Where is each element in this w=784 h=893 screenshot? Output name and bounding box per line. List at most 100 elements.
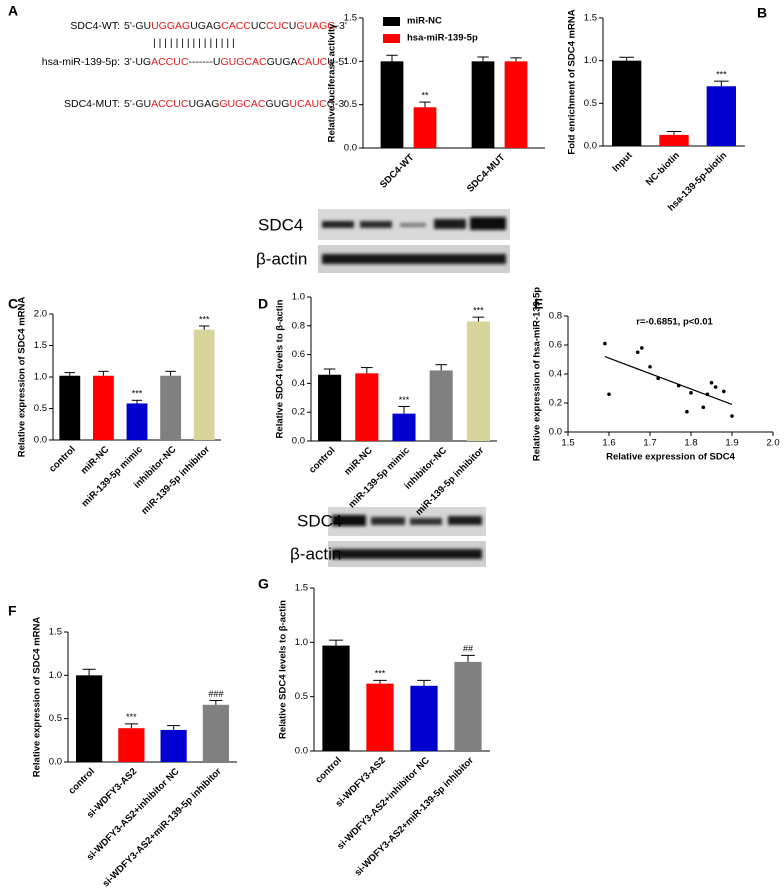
y-axis-title: Fold enrichment of SDC4 mRNA: [567, 9, 578, 154]
sequence-segment: 5'-GU: [124, 20, 151, 32]
y-tick-label: 0.5: [49, 713, 62, 724]
y-axis-title: Relative luciferase activity: [327, 23, 338, 143]
significance: ***: [126, 712, 137, 722]
y-tick-label: 0.5: [34, 403, 47, 414]
band: [322, 254, 506, 264]
band: [470, 217, 506, 230]
sequence-segment: ACCUC: [151, 98, 189, 110]
x-tick-label: miR-NC: [79, 444, 112, 477]
x-tick-label: SDC4-WT: [378, 152, 417, 191]
bar: [611, 60, 642, 146]
significance: **: [421, 90, 429, 100]
sequence-segment: GUGCAC: [219, 98, 266, 110]
x-tick-label: NC-biotin: [644, 150, 682, 188]
bar: [318, 374, 342, 441]
sequence-segment: CACC: [221, 20, 251, 32]
x-tick-label: miR-139-5p mimic: [80, 444, 145, 509]
sequence-segment: GUAGG: [296, 20, 335, 32]
y-tick-label: 1.5: [295, 583, 308, 594]
y-axis-title: Relative expression of SDC4 mRNA: [17, 297, 28, 458]
x-tick-label: 2.0: [766, 438, 779, 449]
bar: [410, 685, 438, 751]
bar: [366, 683, 394, 751]
base-pairing: | | | | | | | | | | | | | | |: [153, 37, 235, 49]
y-axis-title: Relative SDC4 levels to β-actin: [278, 600, 289, 739]
blot-label: SDC4: [297, 511, 342, 530]
sequence-segment: UC: [251, 20, 267, 32]
x-tick-label: Input: [610, 150, 635, 175]
point: [722, 389, 726, 394]
bar: [413, 107, 437, 148]
y-tick-label: 0.0: [584, 141, 597, 152]
band: [360, 221, 392, 228]
blot-label: SDC4: [258, 215, 303, 234]
panel-letter: F: [8, 603, 17, 619]
x-tick-label: 1.5: [561, 438, 574, 449]
significance: ***: [199, 314, 210, 324]
y-axis-title: Relative expression of SDC4 mRNA: [32, 617, 43, 778]
x-tick-label: control: [307, 445, 338, 476]
x-tick-label: miR-139-5p inhibitor: [414, 445, 487, 518]
point: [635, 350, 640, 355]
y-tick-label: 1.5: [34, 340, 47, 351]
bar: [202, 704, 229, 762]
y-tick-label: 0.2: [549, 398, 562, 409]
y-tick-label: 0.4: [549, 369, 562, 380]
x-tick-label: miR-139-5p inhibitor: [139, 444, 212, 517]
y-tick-label: 0.6: [292, 349, 305, 360]
x-tick-label: 1.8: [684, 438, 697, 449]
sequence: 5'-GUUGGAGUGAGCACCUCCUCUGUAGG-3': [124, 20, 347, 32]
point: [709, 380, 714, 385]
panel-letter: A: [8, 3, 18, 19]
legend-swatch: [383, 17, 400, 26]
y-tick-label: 1.0: [584, 55, 597, 66]
bar: [59, 375, 81, 440]
y-tick-label: 1.0: [49, 670, 62, 681]
band: [371, 517, 405, 525]
y-tick-label: 0.2: [292, 407, 305, 418]
point: [607, 392, 611, 397]
blot-g: SDC4 β-actin: [290, 507, 486, 567]
point: [603, 341, 607, 346]
band: [434, 219, 466, 229]
bar: [659, 134, 689, 146]
blot-d: SDC4 β-actin: [256, 209, 510, 273]
y-axis-title: Relative expression of hsa-miR-139-5p: [532, 287, 543, 461]
y-tick-label: 0.5: [295, 691, 308, 702]
x-tick-label: control: [47, 444, 78, 475]
panel-letter: D: [258, 296, 268, 312]
sequence-segment: UGAG: [188, 98, 219, 110]
band: [332, 515, 366, 526]
y-tick-label: 2.0: [34, 309, 47, 320]
x-tick-label: 1.7: [643, 438, 656, 449]
blot-bands: [322, 217, 506, 264]
point: [689, 391, 693, 395]
y-tick-label: 0.0: [295, 746, 308, 757]
sequence-segment: ACCUC: [151, 56, 189, 68]
y-tick-label: 0.4: [292, 378, 305, 389]
bar: [193, 329, 215, 440]
bar: [380, 61, 404, 149]
y-tick-label: 0.5: [584, 98, 597, 109]
y-axis-title: Relative SDC4 levels to β-actin: [275, 299, 286, 438]
point: [640, 346, 644, 350]
x-axis-title: Relative expression of SDC4: [606, 452, 736, 463]
x-tick-label: control: [313, 755, 344, 786]
bar: [466, 321, 490, 441]
y-tick-label: 0.8: [292, 320, 305, 331]
y-tick-label: 1.5: [344, 13, 357, 24]
bar: [429, 370, 453, 441]
sequence-segment: UGGAG: [151, 20, 190, 32]
annotation: r=-0.6851, p<0.01: [636, 317, 713, 328]
band: [400, 223, 426, 227]
band: [322, 221, 354, 228]
x-tick-label: 1.9: [725, 438, 738, 449]
bar: [92, 375, 114, 440]
significance: ###: [208, 689, 223, 699]
point: [648, 364, 652, 369]
point: [685, 409, 689, 414]
y-tick-label: 1.0: [295, 637, 308, 648]
bar: [160, 729, 187, 762]
significance: ***: [716, 70, 727, 80]
sequence-segment: U: [289, 20, 297, 32]
